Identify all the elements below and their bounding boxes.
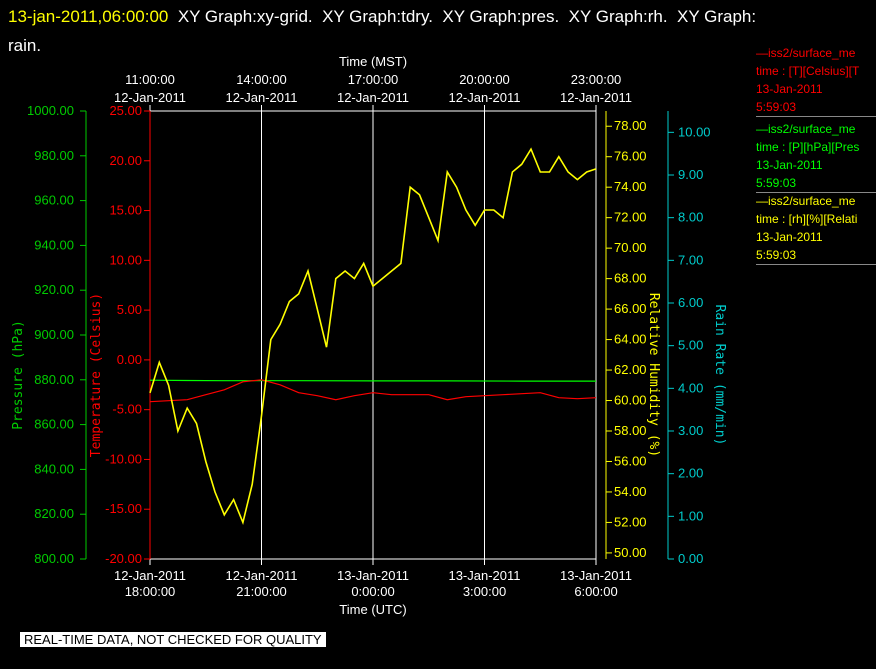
temperature-tick-label: -5.00 xyxy=(112,402,142,417)
top-tick-label: 12-Jan-2011 xyxy=(114,90,186,105)
header-title-line2: rain. xyxy=(8,36,42,55)
temperature-tick-label: 15.00 xyxy=(109,203,142,218)
pressure-tick-label: 1000.00 xyxy=(27,103,74,118)
rh-tick-label: 54.00 xyxy=(614,484,647,499)
rain-axis-title: Rain Rate (mm/min) xyxy=(712,305,727,446)
rh-tick-label: 64.00 xyxy=(614,332,647,347)
rh-tick-label: 56.00 xyxy=(614,453,647,468)
top-tick-label: 12-Jan-2011 xyxy=(560,90,632,105)
pressure-tick-label: 860.00 xyxy=(34,417,74,432)
rh-tick-label: 70.00 xyxy=(614,240,647,255)
legend-series-var: time : [T][Celsius][T xyxy=(756,64,860,78)
legend-series-date: 13-Jan-2011 xyxy=(756,158,823,172)
x-tick-label: 13-Jan-2011 xyxy=(560,568,632,583)
pressure-tick-label: 880.00 xyxy=(34,372,74,387)
top-axis-title: Time (MST) xyxy=(339,54,407,69)
rh-tick-label: 60.00 xyxy=(614,393,647,408)
legend-series-date: 13-Jan-2011 xyxy=(756,82,823,96)
pressure-tick-label: 840.00 xyxy=(34,461,74,476)
temperature-tick-label: 0.00 xyxy=(117,352,142,367)
pressure-tick-label: 800.00 xyxy=(34,551,74,566)
pressure-series-line xyxy=(149,379,596,382)
graph-header: 13-jan-2011,06:00:00 XY Graph:xy-grid. X… xyxy=(8,2,868,60)
rh-axis-title: Relative Humidity (%) xyxy=(646,293,661,457)
rh-tick-label: 52.00 xyxy=(614,514,647,529)
temperature-tick-label: 20.00 xyxy=(109,153,142,168)
x-tick-label: 12-Jan-2011 xyxy=(225,568,297,583)
rain-tick-label: 10.00 xyxy=(678,124,711,139)
legend-series-name: —iss2/surface_me xyxy=(756,46,856,60)
top-tick-label: 12-Jan-2011 xyxy=(448,90,520,105)
temperature-axis-title: Temperature (Celsius) xyxy=(89,293,104,457)
x-tick-label: 13-Jan-2011 xyxy=(337,568,409,583)
legend-rh: —iss2/surface_me time : [rh][%][Relati 1… xyxy=(756,192,876,265)
rh-series-line xyxy=(149,147,597,525)
top-tick-label: 23:00:00 xyxy=(571,72,622,87)
rh-tick-label: 74.00 xyxy=(614,179,647,194)
rh-tick-label: 68.00 xyxy=(614,271,647,286)
x-tick-label: 6:00:00 xyxy=(574,584,617,599)
header-timestamp: 13-jan-2011,06:00:00 xyxy=(8,7,169,26)
temperature-tick-label: -15.00 xyxy=(105,501,142,516)
quality-note: REAL-TIME DATA, NOT CHECKED FOR QUALITY xyxy=(20,632,326,647)
pressure-axis-title: Pressure (hPa) xyxy=(11,320,26,430)
temperature-tick-label: 25.00 xyxy=(109,103,142,118)
temperature-tick-label: -20.00 xyxy=(105,551,142,566)
bottom-axis-title: Time (UTC) xyxy=(339,602,406,617)
rh-tick-label: 78.00 xyxy=(614,118,647,133)
rh-tick-label: 62.00 xyxy=(614,362,647,377)
x-tick-label: 13-Jan-2011 xyxy=(448,568,520,583)
legend-pressure: —iss2/surface_me time : [P][hPa][Pres 13… xyxy=(756,120,876,193)
legend-series-name: —iss2/surface_me xyxy=(756,122,856,136)
top-tick-label: 20:00:00 xyxy=(459,72,510,87)
rain-tick-label: 5.00 xyxy=(678,338,703,353)
rh-tick-label: 72.00 xyxy=(614,210,647,225)
rh-tick-label: 50.00 xyxy=(614,545,647,560)
legend-series-date: 13-Jan-2011 xyxy=(756,230,823,244)
rain-tick-label: 4.00 xyxy=(678,380,703,395)
temperature-series-line xyxy=(149,379,597,403)
rain-tick-label: 1.00 xyxy=(678,508,703,523)
top-tick-label: 17:00:00 xyxy=(348,72,399,87)
pressure-tick-label: 940.00 xyxy=(34,237,74,252)
x-tick-label: 3:00:00 xyxy=(463,584,506,599)
pressure-tick-label: 960.00 xyxy=(34,193,74,208)
legend-series-name: —iss2/surface_me xyxy=(756,194,856,208)
rain-tick-label: 8.00 xyxy=(678,210,703,225)
temperature-tick-label: 10.00 xyxy=(109,252,142,267)
top-tick-label: 14:00:00 xyxy=(236,72,287,87)
top-tick-label: 12-Jan-2011 xyxy=(337,90,409,105)
rain-tick-label: 2.00 xyxy=(678,466,703,481)
x-tick-label: 0:00:00 xyxy=(351,584,394,599)
header-title: XY Graph:xy-grid. XY Graph:tdry. XY Grap… xyxy=(168,7,757,26)
rain-tick-label: 0.00 xyxy=(678,551,703,566)
rh-tick-label: 66.00 xyxy=(614,301,647,316)
legend-series-time: 5:59:03 xyxy=(756,100,797,114)
legend-temperature: —iss2/surface_me time : [T][Celsius][T 1… xyxy=(756,44,876,117)
rh-tick-label: 58.00 xyxy=(614,423,647,438)
rain-tick-label: 6.00 xyxy=(678,295,703,310)
rh-tick-label: 76.00 xyxy=(614,149,647,164)
top-tick-label: 11:00:00 xyxy=(125,72,175,87)
temperature-tick-label: 5.00 xyxy=(117,302,142,317)
top-tick-label: 12-Jan-2011 xyxy=(225,90,297,105)
rain-tick-label: 9.00 xyxy=(678,167,703,182)
legend-series-var: time : [P][hPa][Pres xyxy=(756,140,860,154)
pressure-tick-label: 920.00 xyxy=(34,282,74,297)
x-tick-label: 18:00:00 xyxy=(125,584,176,599)
x-tick-label: 21:00:00 xyxy=(236,584,287,599)
pressure-tick-label: 900.00 xyxy=(34,327,74,342)
pressure-tick-label: 820.00 xyxy=(34,506,74,521)
x-tick-label: 12-Jan-2011 xyxy=(114,568,186,583)
rain-tick-label: 3.00 xyxy=(678,423,703,438)
temperature-tick-label: -10.00 xyxy=(105,451,142,466)
legend-series-time: 5:59:03 xyxy=(756,176,797,190)
legend-series-var: time : [rh][%][Relati xyxy=(756,212,858,226)
legend-series-time: 5:59:03 xyxy=(756,248,797,262)
pressure-tick-label: 980.00 xyxy=(34,148,74,163)
rain-tick-label: 7.00 xyxy=(678,252,703,267)
